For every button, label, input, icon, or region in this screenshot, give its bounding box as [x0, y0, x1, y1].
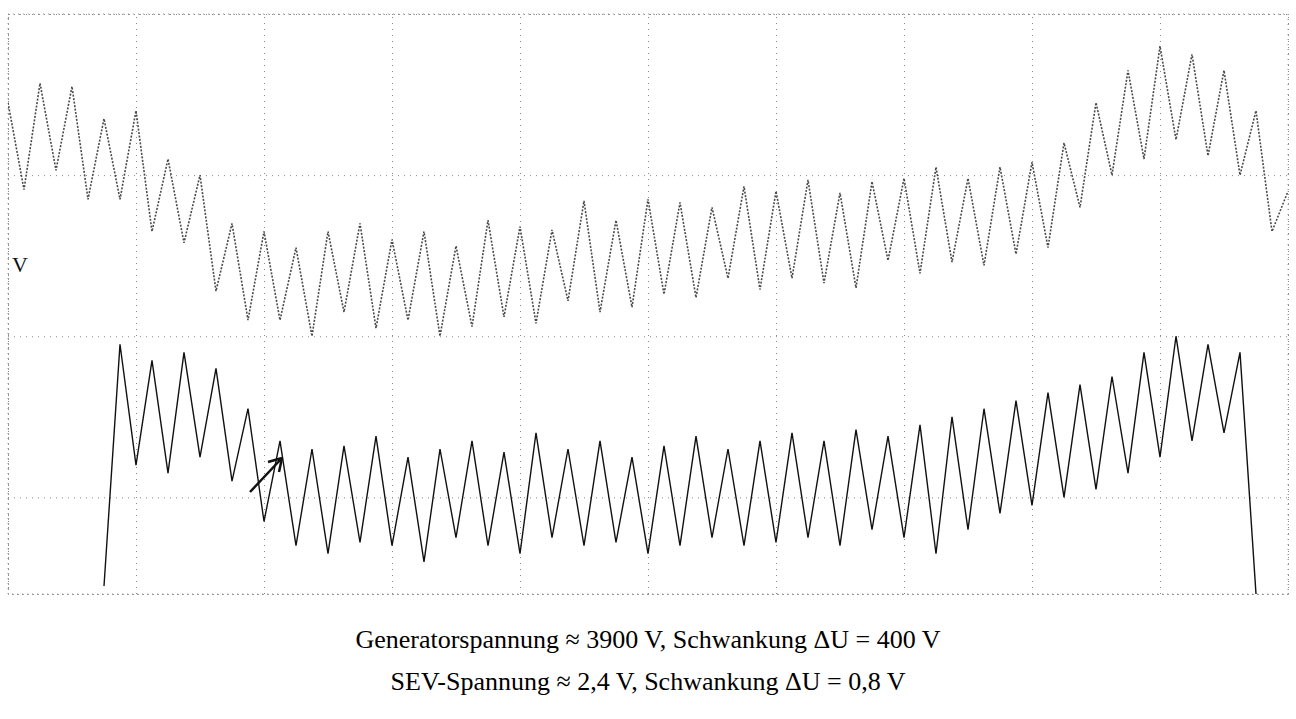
- x-tick: [1288, 14, 1289, 594]
- x-grid-line: [1160, 14, 1161, 594]
- y-tick: [8, 497, 1288, 498]
- y-tick: [8, 14, 1288, 15]
- x-axis: [9, 14, 1289, 595]
- plot-frame: [8, 14, 1288, 594]
- x-tick: [648, 14, 649, 594]
- y-axis-line: [9, 15, 1289, 595]
- caption: Generatorspannung ≈ 3900 V, Schwankung Δ…: [355, 625, 940, 654]
- caption: SEV-Spannung ≈ 2,4 V, Schwankung ΔU = 0,…: [391, 667, 906, 696]
- x-tick: [520, 14, 521, 594]
- chart: V Generatorspannung ≈ 3900 V, Schwankung …: [0, 0, 1296, 719]
- x-tick: [136, 14, 137, 594]
- x-grid-line: [264, 14, 265, 594]
- x-tick: [264, 14, 265, 594]
- y-tick: [8, 336, 1288, 337]
- y-grid-line: [8, 336, 1288, 337]
- y-axis: [8, 15, 1288, 595]
- x-grid-line: [648, 14, 649, 594]
- x-grid-line: [776, 14, 777, 594]
- x-grid-line: [1288, 14, 1289, 594]
- x-tick: [1160, 14, 1161, 594]
- x-grid-line: [520, 14, 521, 594]
- y-grid-line: [8, 497, 1288, 498]
- annotation: V: [12, 252, 28, 277]
- traces: [8, 46, 1288, 594]
- x-tick: [392, 14, 393, 594]
- x-tick: [904, 14, 905, 594]
- x-grid-line: [1032, 14, 1033, 594]
- x-axis-line: [9, 14, 1289, 595]
- x-grid-line: [136, 14, 137, 594]
- arrow: [250, 458, 282, 492]
- x-tick: [1032, 14, 1033, 594]
- x-grid-line: [392, 14, 393, 594]
- trace-line: [104, 336, 1256, 594]
- x-tick: [776, 14, 777, 594]
- y-grid-line: [8, 14, 1288, 15]
- x-grid-line: [904, 14, 905, 594]
- trace-line: [8, 46, 1288, 336]
